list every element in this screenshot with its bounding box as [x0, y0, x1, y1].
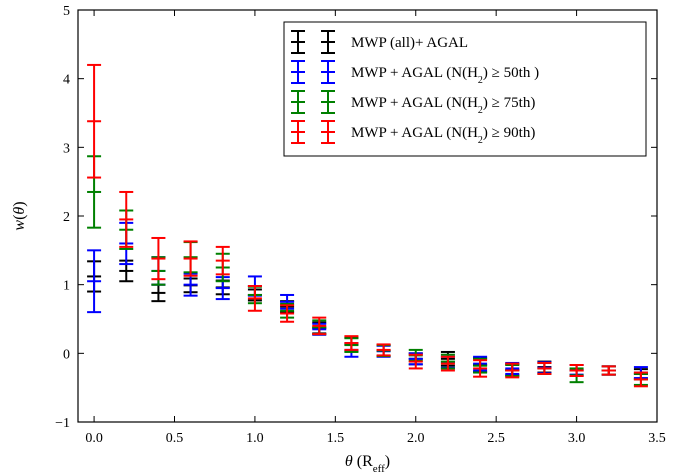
errorbar-point — [215, 245, 230, 276]
legend-label: MWP + AGAL (N(H2) ≥ 75th) — [351, 95, 535, 116]
legend-item: MWP + AGAL (N(H2) ≥ 50th ) — [291, 60, 539, 86]
x-tick-label: 2.5 — [487, 431, 505, 446]
legend-marker — [321, 90, 335, 114]
legend-marker — [321, 30, 335, 54]
x-tick-label: 3.0 — [568, 431, 586, 446]
series-2 — [87, 155, 648, 386]
legend-label: MWP + AGAL (N(H2) ≥ 90th) — [351, 125, 535, 146]
errorbar-point — [344, 335, 359, 351]
errorbar-point — [312, 316, 327, 336]
x-tick-label: 2.0 — [407, 431, 425, 446]
legend-item: MWP (all)+ AGAL — [291, 30, 468, 54]
x-tick-label: 1.0 — [246, 431, 264, 446]
errorbar-point — [87, 63, 102, 179]
series-1 — [87, 221, 648, 380]
errorbar-point — [633, 371, 648, 388]
errorbar-point — [569, 364, 584, 377]
legend-marker — [291, 60, 305, 84]
plot-frame — [77, 9, 658, 423]
errorbar-point — [87, 249, 102, 314]
legend-label: MWP (all)+ AGAL — [351, 35, 468, 51]
legend-marker — [291, 90, 305, 114]
errorbar-point — [119, 190, 134, 248]
legend: MWP (all)+ AGAL MWP + AGAL (N(H2) ≥ 50th … — [283, 21, 647, 157]
tick-labels: 0.0 0.5 1.0 1.5 2.0 2.5 3.0 3.5 −1 0 1 2 3 4 5 — [55, 4, 666, 446]
x-tick-label: 0.0 — [85, 431, 103, 446]
series-0 — [87, 259, 648, 380]
legend-box — [283, 21, 647, 157]
legend-marker — [321, 120, 335, 144]
errorbar-point — [280, 304, 295, 323]
x-tick-label: 3.5 — [648, 431, 666, 446]
legend-item: MWP + AGAL (N(H2) ≥ 90th) — [291, 120, 535, 146]
errorbar-point — [183, 240, 198, 277]
errorbar-point — [537, 361, 552, 375]
y-tick-label: 3 — [63, 141, 70, 156]
legend-marker — [291, 120, 305, 144]
errorbar-point — [151, 283, 166, 303]
errorbar-point — [247, 285, 262, 312]
errorbar-point — [408, 353, 423, 370]
y-tick-label: 4 — [63, 73, 70, 88]
y-tick-label: −1 — [55, 416, 70, 431]
x-axis-label: θ (Reff) — [345, 453, 390, 473]
errorbar-point — [440, 355, 455, 372]
y-tick-label: 1 — [63, 279, 70, 294]
legend-marker — [321, 60, 335, 84]
errorbar-point — [151, 236, 166, 281]
series-3 — [87, 63, 648, 388]
errorbar-point — [473, 359, 488, 378]
y-tick-label: 0 — [63, 347, 70, 362]
series-group — [87, 63, 648, 388]
legend-marker — [291, 30, 305, 54]
errorbar-point — [376, 343, 391, 357]
legend-label: MWP + AGAL (N(H2) ≥ 50th ) — [351, 65, 539, 86]
y-tick-label: 2 — [63, 210, 70, 225]
x-tick-label: 1.5 — [327, 431, 345, 446]
errorbar-point — [505, 362, 520, 379]
errorbar-point — [601, 365, 616, 376]
x-tick-label: 0.5 — [166, 431, 184, 446]
y-axis-label: w(θ) — [11, 201, 28, 230]
errorbar-point — [183, 272, 198, 297]
y-tick-label: 5 — [63, 4, 70, 19]
legend-item: MWP + AGAL (N(H2) ≥ 75th) — [291, 90, 535, 116]
